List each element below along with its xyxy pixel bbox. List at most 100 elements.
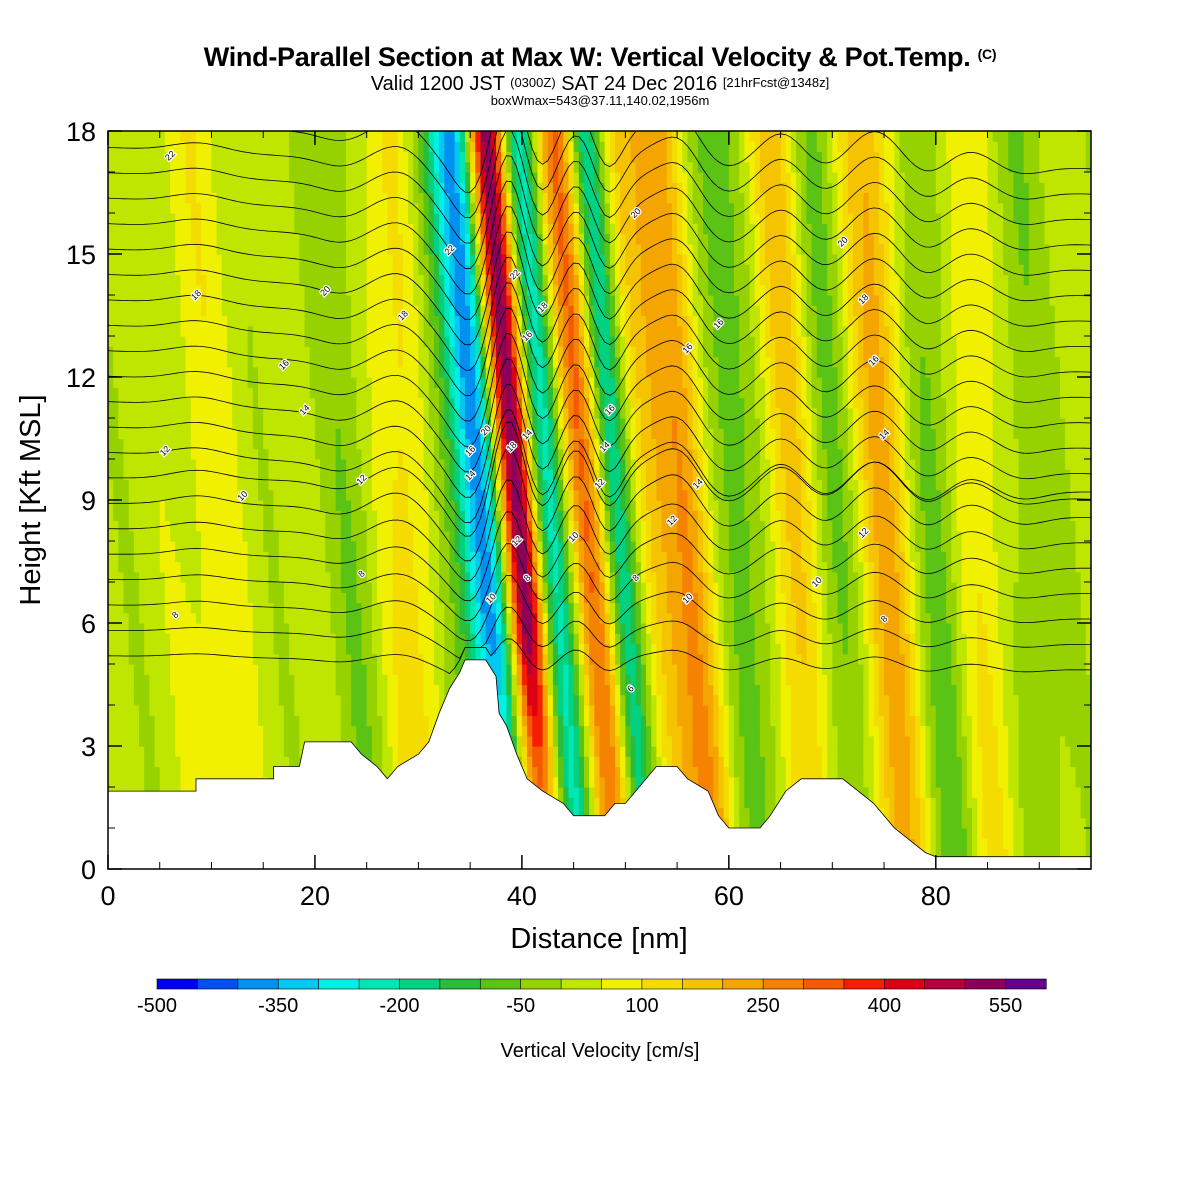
w-cell bbox=[133, 674, 140, 686]
w-cell bbox=[128, 223, 135, 235]
w-cell bbox=[371, 510, 378, 522]
w-cell bbox=[299, 674, 306, 686]
w-cell bbox=[423, 500, 430, 511]
vertical-velocity-field bbox=[108, 131, 1091, 869]
w-cell bbox=[402, 284, 409, 296]
w-cell bbox=[387, 653, 394, 665]
w-cell bbox=[144, 141, 150, 153]
w-cell bbox=[397, 705, 404, 716]
w-cell bbox=[211, 387, 218, 399]
w-cell bbox=[216, 602, 223, 614]
w-cell bbox=[356, 213, 363, 224]
w-cell bbox=[413, 459, 420, 470]
w-cell bbox=[252, 459, 259, 470]
w-cell bbox=[154, 674, 161, 686]
w-cell bbox=[263, 366, 269, 378]
w-cell bbox=[149, 397, 156, 409]
w-cell bbox=[459, 448, 466, 460]
w-cell bbox=[418, 202, 425, 214]
w-cell bbox=[454, 325, 461, 337]
w-cell bbox=[201, 592, 207, 604]
w-cell bbox=[242, 541, 249, 552]
chart-title: Wind-Parallel Section at Max W: Vertical… bbox=[203, 42, 997, 72]
w-cell bbox=[252, 715, 259, 727]
w-cell bbox=[221, 387, 228, 399]
w-cell bbox=[190, 407, 197, 419]
w-cell bbox=[185, 213, 192, 224]
w-cell bbox=[325, 213, 332, 224]
w-cell bbox=[232, 746, 238, 757]
w-cell bbox=[289, 489, 295, 501]
w-cell bbox=[320, 551, 326, 563]
w-cell bbox=[216, 684, 223, 696]
w-cell bbox=[242, 756, 249, 768]
w-cell bbox=[356, 643, 363, 655]
w-cell bbox=[170, 510, 176, 522]
w-cell bbox=[185, 612, 192, 624]
w-cell bbox=[283, 418, 290, 429]
w-cell bbox=[423, 684, 430, 696]
w-cell bbox=[459, 510, 466, 522]
w-cell bbox=[289, 520, 295, 532]
w-cell bbox=[258, 592, 264, 604]
w-cell bbox=[108, 366, 114, 378]
w-cell bbox=[340, 520, 347, 532]
w-cell bbox=[185, 735, 192, 747]
w-cell bbox=[351, 243, 357, 255]
w-cell bbox=[237, 541, 244, 552]
w-cell bbox=[366, 664, 373, 675]
w-cell bbox=[340, 438, 347, 450]
w-cell bbox=[206, 192, 213, 204]
w-cell bbox=[423, 520, 430, 532]
w-cell bbox=[201, 571, 207, 583]
w-cell bbox=[309, 295, 316, 306]
w-cell bbox=[320, 172, 326, 183]
w-cell bbox=[263, 356, 269, 368]
w-cell bbox=[413, 500, 420, 511]
w-cell bbox=[320, 448, 326, 460]
w-cell bbox=[278, 602, 285, 614]
w-cell bbox=[423, 735, 430, 747]
w-cell bbox=[113, 336, 119, 347]
w-cell bbox=[433, 643, 440, 655]
w-cell bbox=[232, 694, 238, 706]
w-cell bbox=[206, 571, 213, 583]
w-cell bbox=[325, 356, 332, 368]
w-cell bbox=[123, 387, 130, 399]
w-cell bbox=[309, 459, 316, 470]
w-cell bbox=[149, 725, 156, 737]
w-cell bbox=[144, 776, 150, 788]
w-cell bbox=[237, 192, 244, 204]
w-cell bbox=[351, 735, 357, 747]
w-cell bbox=[418, 223, 425, 235]
w-cell bbox=[397, 428, 404, 440]
w-cell bbox=[366, 336, 373, 347]
w-cell bbox=[201, 489, 207, 501]
w-cell bbox=[351, 551, 357, 563]
w-cell bbox=[330, 735, 337, 747]
w-cell bbox=[351, 438, 357, 450]
w-cell bbox=[397, 254, 404, 265]
w-cell bbox=[211, 346, 218, 358]
w-cell bbox=[268, 366, 275, 378]
w-cell bbox=[180, 448, 187, 460]
w-cell bbox=[175, 387, 182, 399]
w-cell bbox=[433, 284, 440, 296]
w-cell bbox=[283, 530, 290, 542]
w-cell bbox=[273, 213, 280, 224]
w-cell bbox=[459, 305, 466, 317]
w-cell bbox=[423, 530, 430, 542]
w-cell bbox=[433, 356, 440, 368]
w-cell bbox=[268, 387, 275, 399]
w-cell bbox=[423, 274, 430, 286]
w-cell bbox=[330, 172, 337, 183]
w-cell bbox=[392, 243, 399, 255]
w-cell bbox=[237, 643, 244, 655]
w-cell bbox=[309, 346, 316, 358]
w-cell bbox=[289, 315, 295, 327]
w-cell bbox=[268, 541, 275, 552]
w-cell bbox=[330, 264, 337, 276]
w-cell bbox=[108, 161, 114, 173]
w-cell bbox=[247, 633, 254, 645]
w-cell bbox=[439, 264, 445, 276]
